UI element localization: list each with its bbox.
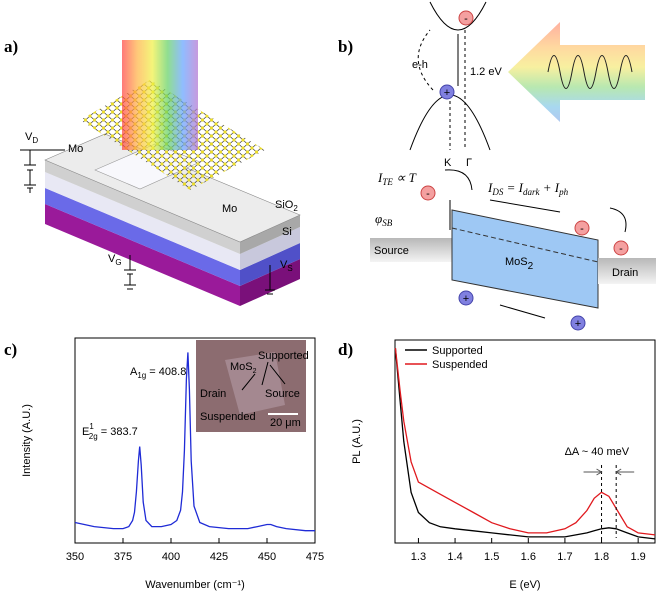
label: V <box>280 259 288 271</box>
label: dark <box>523 187 541 197</box>
label: + <box>539 180 554 195</box>
label: V <box>108 253 116 265</box>
x-tick-label: 1.7 <box>557 551 572 563</box>
label: I <box>377 170 383 185</box>
inset-photo: Supported MoS2 Drain Source Suspended 20… <box>196 340 309 432</box>
legend-label: Suspended <box>432 359 488 371</box>
label: 2g <box>89 432 98 441</box>
x-tick-label: 350 <box>66 551 84 563</box>
y-axis-label: Intensity (A.U.) <box>21 404 33 477</box>
label: SiO <box>275 199 294 211</box>
label: A <box>130 366 138 378</box>
label: φSB <box>375 211 393 228</box>
label: Mo <box>222 203 237 215</box>
label: Drain <box>200 388 226 400</box>
charge: - <box>464 13 468 25</box>
charge: - <box>426 188 430 200</box>
label: 2 <box>528 261 534 272</box>
shift-arrow <box>583 468 635 476</box>
label: SiO2 <box>275 199 298 213</box>
peak-label: A1g = 408.8 <box>130 366 186 380</box>
label: Supported <box>258 350 309 362</box>
label: I <box>518 180 524 195</box>
charge: - <box>580 223 584 235</box>
label: MoS <box>230 361 253 373</box>
charge: + <box>444 87 450 99</box>
x-tick-label: 1.8 <box>594 551 609 563</box>
device-sketch: VD VG VS Mo Mo SiO2 Si <box>20 40 301 306</box>
label: VS <box>280 259 293 273</box>
label: ∝ T <box>393 170 417 185</box>
label: ph <box>558 187 569 197</box>
panel-label: a) <box>4 37 18 56</box>
label: Source <box>374 245 409 257</box>
label: TE <box>382 177 393 187</box>
label: MoS2 <box>505 256 534 272</box>
label: V <box>25 131 33 143</box>
label: S <box>287 264 292 273</box>
label: Drain <box>612 267 638 279</box>
shift-label: ΔA ~ 40 meV <box>565 446 630 458</box>
label: G <box>115 258 121 267</box>
y-axis-label: PL (A.U.) <box>351 419 363 464</box>
x-axis-label: E (eV) <box>509 579 540 591</box>
label: 2 <box>253 368 257 375</box>
data-line <box>394 348 656 540</box>
plot-frame <box>394 339 656 544</box>
label: Source <box>265 388 300 400</box>
x-tick-label: 375 <box>114 551 132 563</box>
x-axis-label: Wavenumber (cm⁻¹) <box>145 579 245 591</box>
label: 1 <box>89 422 94 431</box>
label: D <box>32 136 38 145</box>
x-tick-label: 1.5 <box>484 551 499 563</box>
label: I <box>487 180 493 195</box>
panel-label: d) <box>338 340 353 359</box>
label: 1g <box>137 371 146 380</box>
label: = 408.8 <box>146 366 186 378</box>
label: VG <box>108 253 122 267</box>
label: E <box>82 426 89 438</box>
panel-label: c) <box>4 340 17 359</box>
data-line <box>394 348 656 536</box>
x-tick-label: 1.4 <box>447 551 462 563</box>
label: SB <box>382 218 393 228</box>
label: MoS <box>505 256 528 268</box>
charge: - <box>619 243 623 255</box>
label: IDS = Idark + Iph <box>487 180 569 197</box>
data-line <box>74 352 315 532</box>
label: 1.2 eV <box>470 66 502 78</box>
label: = <box>503 180 518 195</box>
label: I <box>554 180 560 195</box>
label: e-h <box>412 59 428 71</box>
peak-label: E1 2g = 383.7 <box>82 422 138 441</box>
label: 20 μm <box>270 417 301 429</box>
charge: + <box>463 293 469 305</box>
charge: + <box>575 318 581 330</box>
label: φ <box>375 211 382 226</box>
label: ITE ∝ T <box>377 170 417 187</box>
label: 2 <box>293 204 298 213</box>
label: MoS2 <box>230 361 257 375</box>
legend-label: Supported <box>432 345 483 357</box>
x-tick-label: 450 <box>258 551 276 563</box>
label: DS <box>491 187 503 197</box>
x-tick-label: 1.3 <box>411 551 426 563</box>
band-diagram: - + e-h 1.2 eV K Γ ITE ∝ T IDS = Idark +… <box>370 1 656 331</box>
plot-frame <box>74 337 316 544</box>
label: Γ <box>466 157 472 169</box>
x-tick-label: 475 <box>306 551 324 563</box>
label: K <box>444 157 452 169</box>
panel-label: b) <box>338 37 353 56</box>
label: Suspended <box>200 411 256 423</box>
x-tick-label: 1.6 <box>521 551 536 563</box>
x-tick-label: 1.9 <box>631 551 646 563</box>
label: Mo <box>68 143 83 155</box>
x-tick-label: 400 <box>162 551 180 563</box>
label: = 383.7 <box>98 426 138 438</box>
x-tick-label: 425 <box>210 551 228 563</box>
label: Si <box>282 226 292 238</box>
label: VD <box>25 131 38 145</box>
